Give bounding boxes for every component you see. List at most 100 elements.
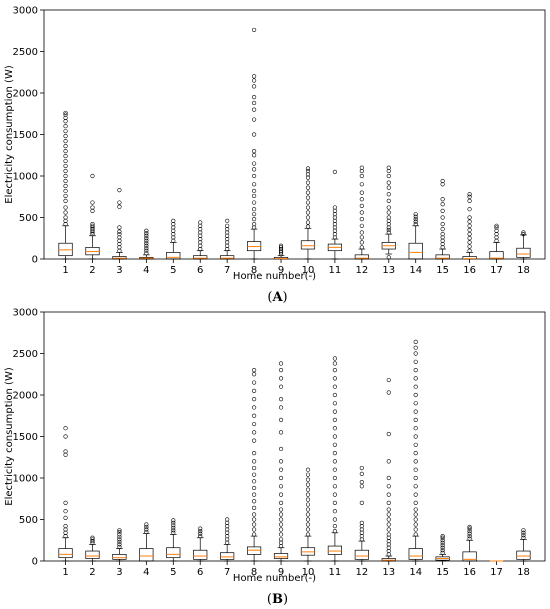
y-tick-label: 1500 (13, 432, 38, 443)
outlier-point (332, 475, 338, 481)
x-tick-label: 10 (302, 567, 315, 578)
x-tick-label: 13 (382, 567, 395, 578)
outlier-point (278, 397, 284, 402)
outlier-point (90, 173, 95, 179)
outlier-point (413, 442, 418, 447)
outlier-point (63, 124, 68, 129)
outlier-point (305, 166, 311, 171)
outlier-point (63, 205, 68, 210)
y-tick-label: 3000 (13, 6, 38, 17)
outlier-point (251, 512, 257, 517)
outlier-point (359, 520, 364, 525)
outlier-point (63, 500, 68, 506)
outlier-point (251, 492, 257, 497)
panel-label-part: ) (283, 592, 288, 607)
chart-panel-b: 0 500 1000 1500 2000 2500 3000 Electricity cons… (4, 308, 546, 607)
x-tick-label: 1 (62, 567, 68, 578)
outlier-point (467, 244, 472, 249)
outlier-point (359, 173, 364, 179)
outlier-point (413, 217, 418, 222)
outlier-point (413, 492, 418, 497)
outlier-point (386, 165, 391, 170)
outlier-point (305, 195, 311, 200)
x-tick-label: 2 (89, 265, 95, 276)
box-3: 3 (112, 188, 127, 276)
outlier-point (386, 227, 391, 233)
outlier-point (63, 509, 68, 514)
y-axis-title: Electricity consumption (W) (4, 367, 15, 506)
box-4: 4 (139, 228, 154, 276)
x-tick-label: 8 (251, 265, 257, 276)
outlier-point (332, 361, 338, 366)
outlier-point (332, 401, 338, 406)
y-tick-label: 2500 (13, 349, 38, 360)
outlier-point (278, 500, 284, 506)
outlier-point (63, 173, 68, 179)
outlier-point (305, 185, 311, 190)
outlier-point (386, 255, 391, 260)
panel-label-part: ( (267, 290, 272, 305)
outlier-point (117, 200, 122, 205)
outlier-point (305, 477, 311, 482)
outlier-point (171, 528, 176, 533)
outlier-point (440, 538, 445, 543)
outlier-point (90, 537, 95, 542)
outlier-point (278, 368, 284, 373)
x-tick-label: 12 (355, 265, 368, 276)
box-7: 7 (220, 218, 235, 276)
outlier-point (144, 529, 149, 535)
outlier-point (117, 532, 122, 537)
x-tick-label: 13 (382, 265, 395, 276)
outlier-point (386, 475, 391, 481)
outlier-point (117, 188, 122, 193)
outlier-point (278, 361, 284, 366)
outlier-point (63, 434, 68, 439)
outlier-point (494, 223, 499, 228)
outlier-point (467, 526, 472, 531)
outlier-point (386, 185, 391, 190)
x-tick-label: 18 (517, 265, 530, 276)
box-body (516, 550, 531, 560)
outlier-point (278, 484, 284, 489)
x-tick-label: 7 (224, 265, 230, 276)
box-17: 17 (489, 223, 504, 276)
outlier-point (251, 522, 257, 527)
outlier-point (305, 522, 311, 527)
outlier-point (305, 180, 311, 185)
box-1: 1 (58, 426, 73, 578)
outlier-point (413, 426, 418, 431)
x-tick-label: 3 (116, 265, 122, 276)
outlier-point (251, 167, 257, 172)
outlier-point (521, 232, 526, 237)
outlier-point (440, 535, 445, 540)
outlier-point (359, 471, 364, 476)
outlier-point (225, 223, 230, 228)
outlier-point (359, 190, 364, 195)
outlier-point (440, 543, 445, 548)
outlier-point (386, 459, 391, 464)
outlier-point (332, 426, 338, 431)
outlier-point (251, 472, 257, 477)
outlier-point (440, 232, 445, 237)
outlier-point (332, 368, 338, 373)
outlier-point (413, 212, 418, 217)
outlier-point (413, 384, 418, 389)
outlier-point (144, 231, 149, 236)
outlier-point (521, 533, 526, 538)
box-body (408, 242, 423, 260)
outlier-point (413, 459, 418, 464)
box-4: 4 (139, 522, 154, 578)
outlier-point (305, 512, 311, 517)
outlier-point (386, 532, 391, 537)
outlier-point (386, 198, 391, 203)
outlier-point (332, 392, 338, 398)
outlier-point (278, 243, 284, 248)
box-16: 16 (462, 524, 477, 578)
x-tick-label: 15 (436, 265, 449, 276)
outlier-point (386, 192, 391, 197)
outlier-point (359, 480, 364, 485)
outlier-point (332, 409, 338, 414)
outlier-point (198, 531, 203, 536)
outlier-point (305, 492, 311, 497)
box-body (112, 554, 127, 560)
